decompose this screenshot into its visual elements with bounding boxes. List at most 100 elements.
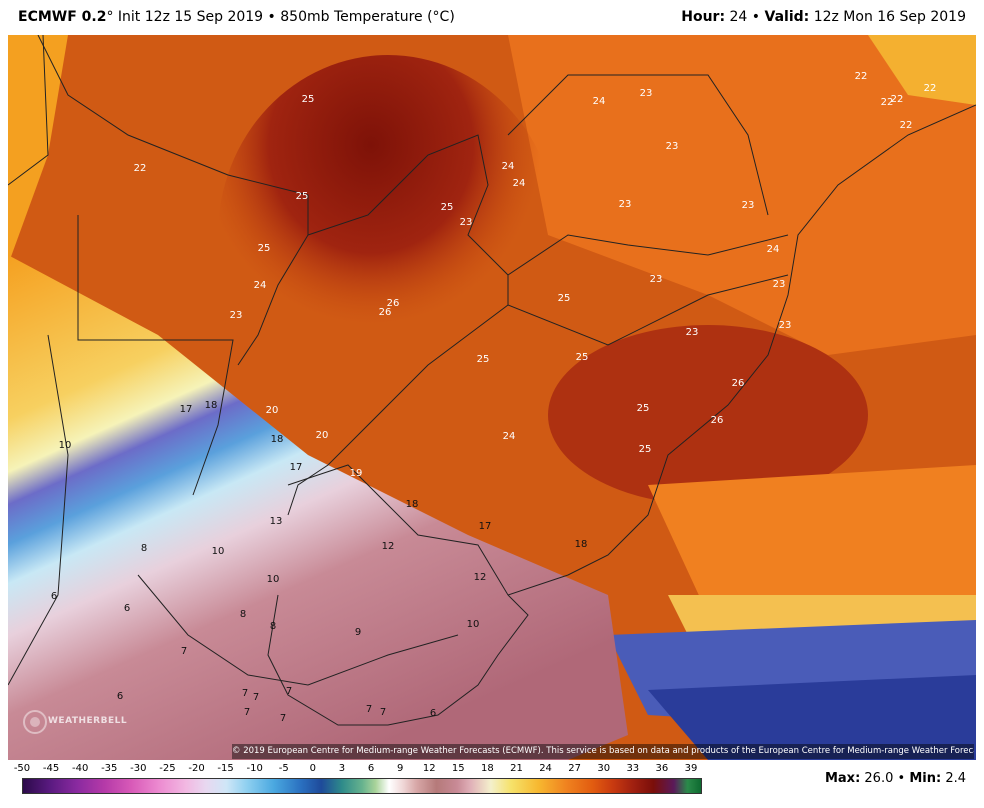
colorbar-tick: -10	[246, 763, 263, 774]
temperature-label: 25	[477, 354, 490, 365]
logo-swirl-icon	[23, 710, 47, 734]
temperature-label: 6	[51, 591, 57, 602]
temperature-label: 7	[380, 707, 386, 718]
temperature-label: 23	[742, 200, 755, 211]
colorbar-tick: -35	[101, 763, 118, 774]
temperature-label: 23	[666, 141, 679, 152]
temperature-label: 25	[637, 403, 650, 414]
map-header: ECMWF 0.2° Init 12z 15 Sep 2019 • 850mb …	[0, 0, 984, 34]
temperature-label: 23	[619, 199, 632, 210]
temperature-label: 18	[575, 539, 588, 550]
colorbar-tick: 21	[510, 763, 523, 774]
colorbar-tick: 3	[338, 763, 346, 774]
temperature-label: 8	[240, 609, 246, 620]
colorbar-tick: -25	[159, 763, 176, 774]
colorbar-tick: 30	[597, 763, 611, 774]
copyright-notice: © 2019 European Centre for Medium-range …	[232, 744, 974, 759]
temperature-label: 25	[296, 191, 309, 202]
colorbar-tick: 33	[626, 763, 640, 774]
temperature-label: 23	[230, 310, 243, 321]
temperature-label: 24	[513, 178, 526, 189]
hour-label: Hour:	[681, 9, 726, 25]
temperature-label: 24	[593, 96, 606, 107]
temperature-label: 17	[479, 521, 492, 532]
colorbar-tick: 36	[655, 763, 669, 774]
colorbar-tick: -30	[130, 763, 147, 774]
colorbar-tick: 24	[539, 763, 552, 774]
temperature-label: 24	[767, 244, 780, 255]
max-min-stats: Max: 26.0 • Min: 2.4	[825, 771, 966, 786]
temperature-label: 25	[576, 352, 589, 363]
colorbar-tick: 39	[684, 763, 698, 774]
temperature-label: 8	[141, 543, 147, 554]
temperature-label: 20	[266, 405, 279, 416]
colorbar-tick: 18	[481, 763, 494, 774]
border-state-3	[507, 74, 769, 216]
temperature-label: 7	[366, 704, 372, 715]
temperature-label: 22	[924, 83, 937, 94]
temperature-label: 24	[503, 431, 516, 442]
ne-warm-zone	[508, 35, 976, 355]
model-degree: °	[106, 9, 114, 25]
temperature-map[interactable]: 22 25 25 25 24 23 25 23 26 26 24 24 24 23 23 23 23 23 25 23…	[8, 35, 976, 760]
temperature-label: 7	[286, 686, 292, 697]
max-label: Max:	[824, 771, 861, 786]
temperature-label: 18	[205, 400, 218, 411]
temperature-label: 26	[379, 307, 392, 318]
colorbar-gradient	[22, 778, 702, 794]
temperature-label: 19	[350, 468, 363, 479]
border-province-1	[137, 574, 459, 686]
colorbar-tick: -15	[217, 763, 234, 774]
temperature-label: 23	[686, 327, 699, 338]
temperature-label: 7	[244, 707, 250, 718]
min-label: Min:	[909, 771, 942, 786]
border-state-1	[507, 274, 789, 346]
temperature-label: 25	[258, 243, 271, 254]
init-time: 12z 15 Sep 2019	[144, 9, 264, 25]
temperature-label: 25	[302, 94, 315, 105]
valid-time: 12z Mon 16 Sep 2019	[813, 9, 966, 25]
init-prefix: Init	[117, 9, 141, 25]
model-name: ECMWF 0.2	[18, 9, 107, 25]
max-value: 26.0	[864, 771, 894, 786]
valid-label: Valid:	[764, 9, 810, 25]
colorbar-tick: -5	[278, 763, 289, 774]
temperature-label: 22	[881, 97, 894, 108]
temperature-label: 25	[558, 293, 571, 304]
temperature-label: 18	[271, 434, 284, 445]
temperature-label: 26	[387, 298, 400, 309]
colorbar-tick: 15	[451, 763, 465, 774]
header-left: ECMWF 0.2° Init 12z 15 Sep 2019 • 850mb …	[18, 0, 455, 34]
temperature-label: 10	[59, 440, 72, 451]
logo-text: WEATHERBELL	[48, 716, 128, 726]
temperature-label: 6	[430, 708, 436, 719]
colorbar-ticks: -50 -45 -40 -35 -30 -25 -20 -15 -10 -5 0 3 6 9 12 15 18 2…	[0, 763, 720, 777]
border-paraguay-west	[77, 215, 234, 496]
temperature-label: 22	[134, 163, 147, 174]
weatherbell-logo: WEATHERBELL	[22, 704, 127, 744]
se-warm-zone	[648, 465, 976, 625]
colorbar-tick: -20	[188, 763, 205, 774]
temperature-label: 23	[773, 279, 786, 290]
field-name: 850mb Temperature (°C)	[280, 9, 455, 25]
colorbar-tick: 9	[396, 763, 404, 774]
temperature-label: 24	[502, 161, 515, 172]
temperature-label: 23	[779, 320, 792, 331]
hot-core-north	[218, 55, 558, 415]
temperature-label: 7	[242, 688, 248, 699]
border-state-2	[507, 234, 789, 276]
temperature-label: 26	[711, 415, 724, 426]
hot-core-east	[548, 325, 868, 505]
colorbar-legend: -50 -45 -40 -35 -30 -25 -20 -15 -10 -5 0 3 6 9 12 15 18 2…	[0, 761, 984, 808]
political-borders	[8, 35, 976, 726]
temperature-label: 17	[180, 404, 193, 415]
forecast-hour: 24	[729, 9, 748, 25]
se-cold-band	[648, 675, 976, 760]
temperature-label: 7	[181, 646, 187, 657]
coastline	[507, 104, 976, 596]
temperature-label: 13	[270, 516, 283, 527]
temperature-label: 12	[382, 541, 395, 552]
cold-air-mass	[8, 255, 628, 760]
